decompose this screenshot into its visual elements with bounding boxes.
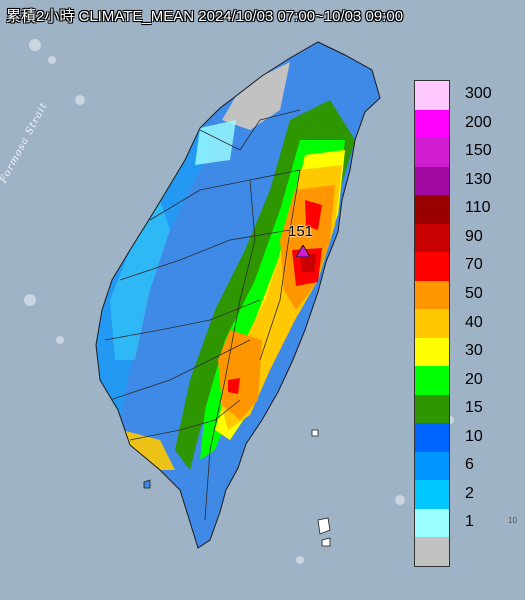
legend-swatch: [415, 195, 449, 224]
map-title: 累積2小時 CLIMATE_MEAN 2024/10/03 07:00~10/0…: [6, 8, 404, 25]
legend-swatch: [415, 252, 449, 281]
legend-label: 1: [465, 513, 474, 531]
legend-label: 90: [465, 227, 483, 245]
legend-label: 70: [465, 256, 483, 274]
legend-swatch: [415, 138, 449, 167]
legend-swatch: [415, 81, 449, 110]
legend-label: 30: [465, 342, 483, 360]
legend-label: 15: [465, 399, 483, 417]
legend-swatch: [415, 451, 449, 481]
legend-color-bar: [414, 80, 450, 567]
legend-swatch: [415, 394, 449, 424]
legend-swatch: [415, 109, 449, 139]
legend-swatch: [415, 508, 449, 538]
legend-swatch: [415, 480, 449, 509]
legend-label: 50: [465, 284, 483, 302]
legend-label: 150: [465, 142, 492, 160]
legend-swatch: [415, 223, 449, 253]
legend-label: 2: [465, 484, 474, 502]
legend-label: 20: [465, 370, 483, 388]
legend-label: 10: [465, 427, 483, 445]
peak-triangle-icon: [296, 245, 310, 257]
legend-label: 6: [465, 456, 474, 474]
legend-swatch: [415, 337, 449, 367]
legend-swatch: [415, 537, 449, 566]
legend-swatch: [415, 280, 449, 310]
legend-swatch: [415, 309, 449, 338]
peak-value-label: 151: [288, 223, 314, 240]
legend-swatch: [415, 366, 449, 395]
legend-label: 40: [465, 313, 483, 331]
legend-label: 200: [465, 113, 492, 131]
legend-label: 110: [465, 199, 491, 217]
legend-label: 130: [465, 170, 492, 188]
island-outline: [95, 41, 381, 549]
legend-swatch: [415, 423, 449, 452]
small-islands: [143, 429, 331, 547]
corner-note: 10: [508, 516, 517, 525]
legend-label: 300: [465, 85, 492, 103]
legend-swatch: [415, 166, 449, 196]
